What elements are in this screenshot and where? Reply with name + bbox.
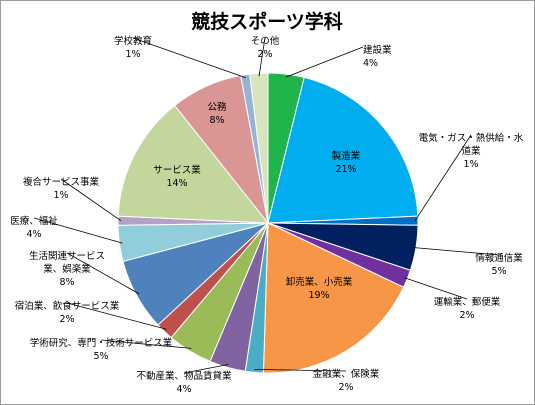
slice-label: 金融業、保険業 2% bbox=[313, 368, 380, 393]
slice-label: 製造業 21% bbox=[332, 150, 361, 175]
leader-line bbox=[412, 247, 500, 256]
pie-slice bbox=[267, 76, 419, 224]
pie-slice bbox=[249, 72, 269, 224]
leader-line bbox=[66, 252, 140, 295]
leader-line bbox=[254, 369, 347, 372]
leader-lines bbox=[33, 37, 500, 374]
slice-label: 卸売業、小売業 19% bbox=[286, 276, 353, 301]
slice-label: 電気・ガス・熱供給・水道業 1% bbox=[419, 132, 524, 170]
slice-label: 医療、福祉 4% bbox=[10, 215, 58, 240]
leader-line bbox=[404, 277, 468, 300]
slices-layer bbox=[117, 72, 419, 374]
leader-line bbox=[285, 46, 364, 78]
pie-slice bbox=[262, 222, 405, 374]
slice-label: 不動産業、物品賃貸業 4% bbox=[136, 370, 232, 395]
slice-label: その他 2% bbox=[251, 35, 280, 60]
leader-line bbox=[33, 217, 123, 244]
slice-label: 学校教育 1% bbox=[114, 35, 152, 60]
chart-title: 競技スポーツ学科 bbox=[191, 10, 343, 33]
slice-label: 学術研究、専門・技術サービス業 5% bbox=[30, 337, 173, 362]
leader-line bbox=[60, 178, 122, 222]
leader-line bbox=[100, 339, 192, 349]
leader-line bbox=[414, 134, 472, 222]
slice-label: 生活関連サービス業、娯楽業 8% bbox=[29, 250, 105, 288]
slice-label: 運輸業、郵便業 2% bbox=[434, 296, 501, 321]
slice-label: 情報通信業 5% bbox=[475, 252, 523, 277]
slice-label: 宿泊業、飲食サービス業 2% bbox=[15, 300, 120, 325]
leader-line bbox=[66, 302, 167, 330]
slice-label: 複合サービス事業 1% bbox=[23, 176, 100, 201]
data-labels: 建設業 4% 製造業 21% 電気・ガス・熱供給・水道業 1% 情報通信業 5% 運輸業、郵便業… bbox=[10, 35, 524, 395]
leader-line bbox=[132, 37, 246, 79]
leader-line bbox=[258, 37, 266, 77]
leader-line bbox=[183, 364, 229, 374]
slice-label: サービス業 14% bbox=[153, 164, 201, 189]
slice-label: 建設業 4% bbox=[363, 44, 392, 69]
slice-label: 公務 8% bbox=[207, 101, 227, 126]
pie-slice bbox=[117, 104, 270, 224]
